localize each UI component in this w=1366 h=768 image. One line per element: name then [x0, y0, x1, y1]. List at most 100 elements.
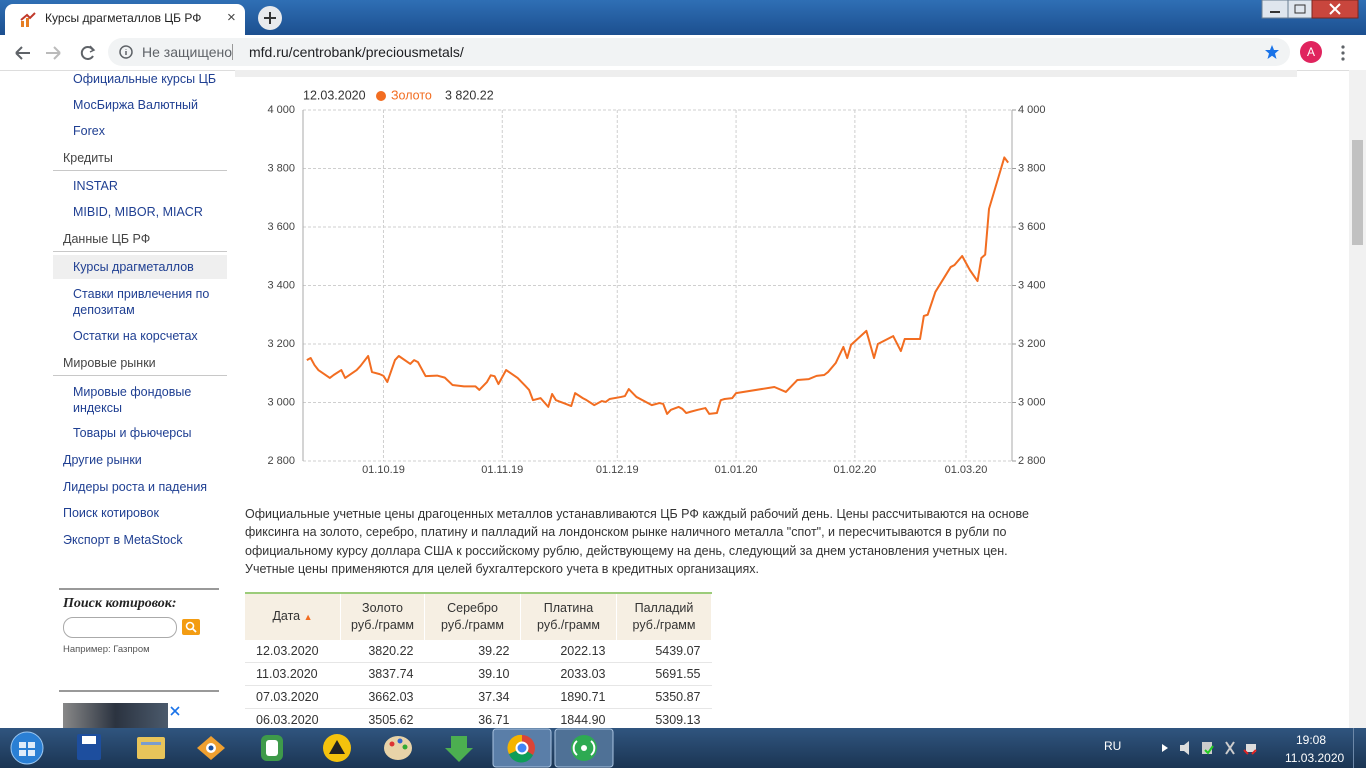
- menu-item[interactable]: Остатки на корсчетах: [73, 329, 198, 343]
- table-cell: 37.34: [424, 685, 521, 709]
- security-label: Не защищено: [142, 44, 232, 60]
- table-cell: 5350.87: [616, 685, 712, 709]
- header-unit: руб./грамм: [351, 618, 414, 632]
- x-tick-label: 01.11.19: [481, 464, 523, 476]
- rates-table: Дата ▲ Золото руб./грамм Серебро руб./грам…: [245, 592, 712, 732]
- address-bar[interactable]: Не защищено mfd.ru/centrobank/preciousme…: [108, 38, 1290, 66]
- header-text: Палладий: [634, 601, 694, 615]
- description: Официальные учетные цены драгоценных мет…: [245, 507, 1029, 576]
- table-row: 06.03.2020 3505.62 36.71 1844.90 5309.13: [245, 708, 712, 732]
- menu-item[interactable]: MIBID, MIBOR, MIACR: [73, 205, 203, 219]
- menu-link[interactable]: Экспорт в MetaStock: [63, 533, 183, 547]
- taskbar: RU 19:08 11.03.2020: [0, 728, 1366, 768]
- header-date: 12.03.2020: [303, 88, 366, 102]
- y2-tick-label: 4 000: [1018, 104, 1046, 116]
- menu-item[interactable]: МосБиржа Валютный: [73, 98, 198, 112]
- table-cell: 3505.62: [340, 708, 425, 732]
- table-cell: 1890.71: [520, 685, 617, 709]
- menu-group: Данные ЦБ РФ: [63, 232, 151, 246]
- favicon: [20, 12, 36, 27]
- table-cell: 11.03.2020: [245, 662, 341, 686]
- divider: [59, 690, 219, 692]
- new-tab[interactable]: [256, 4, 284, 32]
- menu[interactable]: [1340, 44, 1346, 62]
- x-tick-label: 01.03.20: [945, 464, 988, 476]
- column-header[interactable]: Дата ▲: [245, 592, 341, 640]
- search-button[interactable]: [182, 619, 200, 635]
- language[interactable]: RU: [1104, 739, 1122, 753]
- price-line: [306, 156, 1009, 415]
- table-cell: 3837.74: [340, 662, 425, 686]
- window-controls: [1261, 0, 1359, 19]
- legend-marker: [376, 91, 386, 101]
- clock-date: 11.03.2020: [1285, 751, 1345, 765]
- column-header[interactable]: Серебро руб./грамм: [424, 592, 521, 640]
- table-row: 11.03.2020 3837.74 39.10 2033.03 5691.55: [245, 662, 712, 686]
- column-header[interactable]: Платина руб./грамм: [520, 592, 617, 640]
- tab-close[interactable]: ×: [227, 9, 236, 26]
- y-tick-label: 3 600: [267, 221, 295, 233]
- show-desktop[interactable]: [1353, 728, 1366, 768]
- tab-bar: Курсы драгметаллов ЦБ РФ ×: [0, 0, 1366, 35]
- y2-tick-label: 3 200: [1018, 338, 1046, 350]
- y-tick-label: 3 200: [267, 338, 295, 350]
- menu-item[interactable]: Forex: [73, 124, 105, 138]
- active-highlight: [53, 255, 227, 279]
- legend-label: Золото: [391, 88, 432, 102]
- menu-group: Мировые рынки: [63, 356, 156, 370]
- tab[interactable]: Курсы драгметаллов ЦБ РФ ×: [5, 4, 245, 35]
- x-tick-label: 01.02.20: [833, 464, 876, 476]
- taskbar-icons: [10, 728, 614, 768]
- menu-item[interactable]: Мировые фондовые индексы: [73, 385, 192, 415]
- menu-item[interactable]: INSTAR: [73, 179, 118, 193]
- header-value: 3 820.22: [445, 88, 494, 102]
- scrollbar[interactable]: [1349, 70, 1366, 728]
- table-cell: 12.03.2020: [245, 640, 341, 663]
- menu-item[interactable]: Официальные курсы ЦБ: [73, 72, 217, 86]
- table-cell: 2022.13: [520, 640, 617, 663]
- chart: 12.03.2020 Золото 3 820.22 2 800 3 000 3 2…: [267, 88, 1046, 476]
- column-header[interactable]: Палладий руб./грамм: [616, 592, 712, 640]
- table-body: 12.03.2020 3820.22 39.22 2022.13 5439.07 11.0…: [245, 640, 712, 732]
- table-cell: 5439.07: [616, 640, 712, 663]
- menu-link[interactable]: Лидеры роста и падения: [63, 480, 208, 494]
- column-header[interactable]: Золото руб./грамм: [340, 592, 425, 640]
- divider: [59, 588, 219, 590]
- scroll-thumb[interactable]: [1352, 140, 1363, 245]
- header-unit: руб./грамм: [537, 618, 600, 632]
- menu-item[interactable]: Ставки привлечения по депозитам: [73, 287, 210, 317]
- y-tick-label: 3 400: [267, 279, 295, 291]
- table-cell: 2033.03: [520, 662, 617, 686]
- divider: [53, 375, 227, 376]
- menu-link[interactable]: Поиск котировок: [63, 506, 159, 520]
- content-band: [235, 70, 1297, 77]
- table-row: 07.03.2020 3662.03 37.34 1890.71 5350.87: [245, 685, 712, 709]
- ad-close[interactable]: [168, 704, 182, 718]
- separator: [232, 44, 233, 60]
- y2-tick-label: 3 400: [1018, 279, 1046, 291]
- search-example: Например: Газпром: [63, 644, 150, 655]
- menu-item-active[interactable]: Курсы драгметаллов: [73, 260, 194, 274]
- menu-link[interactable]: Другие рынки: [63, 453, 142, 467]
- header-text: Серебро: [447, 601, 498, 615]
- x-tick-label: 01.01.20: [715, 464, 758, 476]
- y2-tick-label: 3 600: [1018, 221, 1046, 233]
- header-unit: руб./грамм: [632, 618, 696, 632]
- ad-image[interactable]: [63, 703, 168, 728]
- menu-group: Кредиты: [63, 151, 113, 165]
- header-unit: руб./грамм: [441, 618, 504, 632]
- table-cell: 3662.03: [340, 685, 425, 709]
- table-cell: 07.03.2020: [245, 685, 341, 709]
- menu-item[interactable]: Товары и фьючерсы: [73, 426, 192, 440]
- x-tick-label: 01.12.19: [596, 464, 639, 476]
- y-tick-label: 4 000: [267, 104, 295, 116]
- table-cell: 3820.22: [340, 640, 425, 663]
- table-cell: 39.10: [424, 662, 521, 686]
- avatar[interactable]: А: [1300, 41, 1322, 63]
- sort-arrow: ▲: [303, 612, 313, 622]
- bookmark-star[interactable]: [1264, 44, 1280, 60]
- clock-time: 19:08: [1296, 733, 1327, 747]
- search-input[interactable]: [63, 617, 177, 638]
- x-tick-label: 01.10.19: [362, 464, 405, 476]
